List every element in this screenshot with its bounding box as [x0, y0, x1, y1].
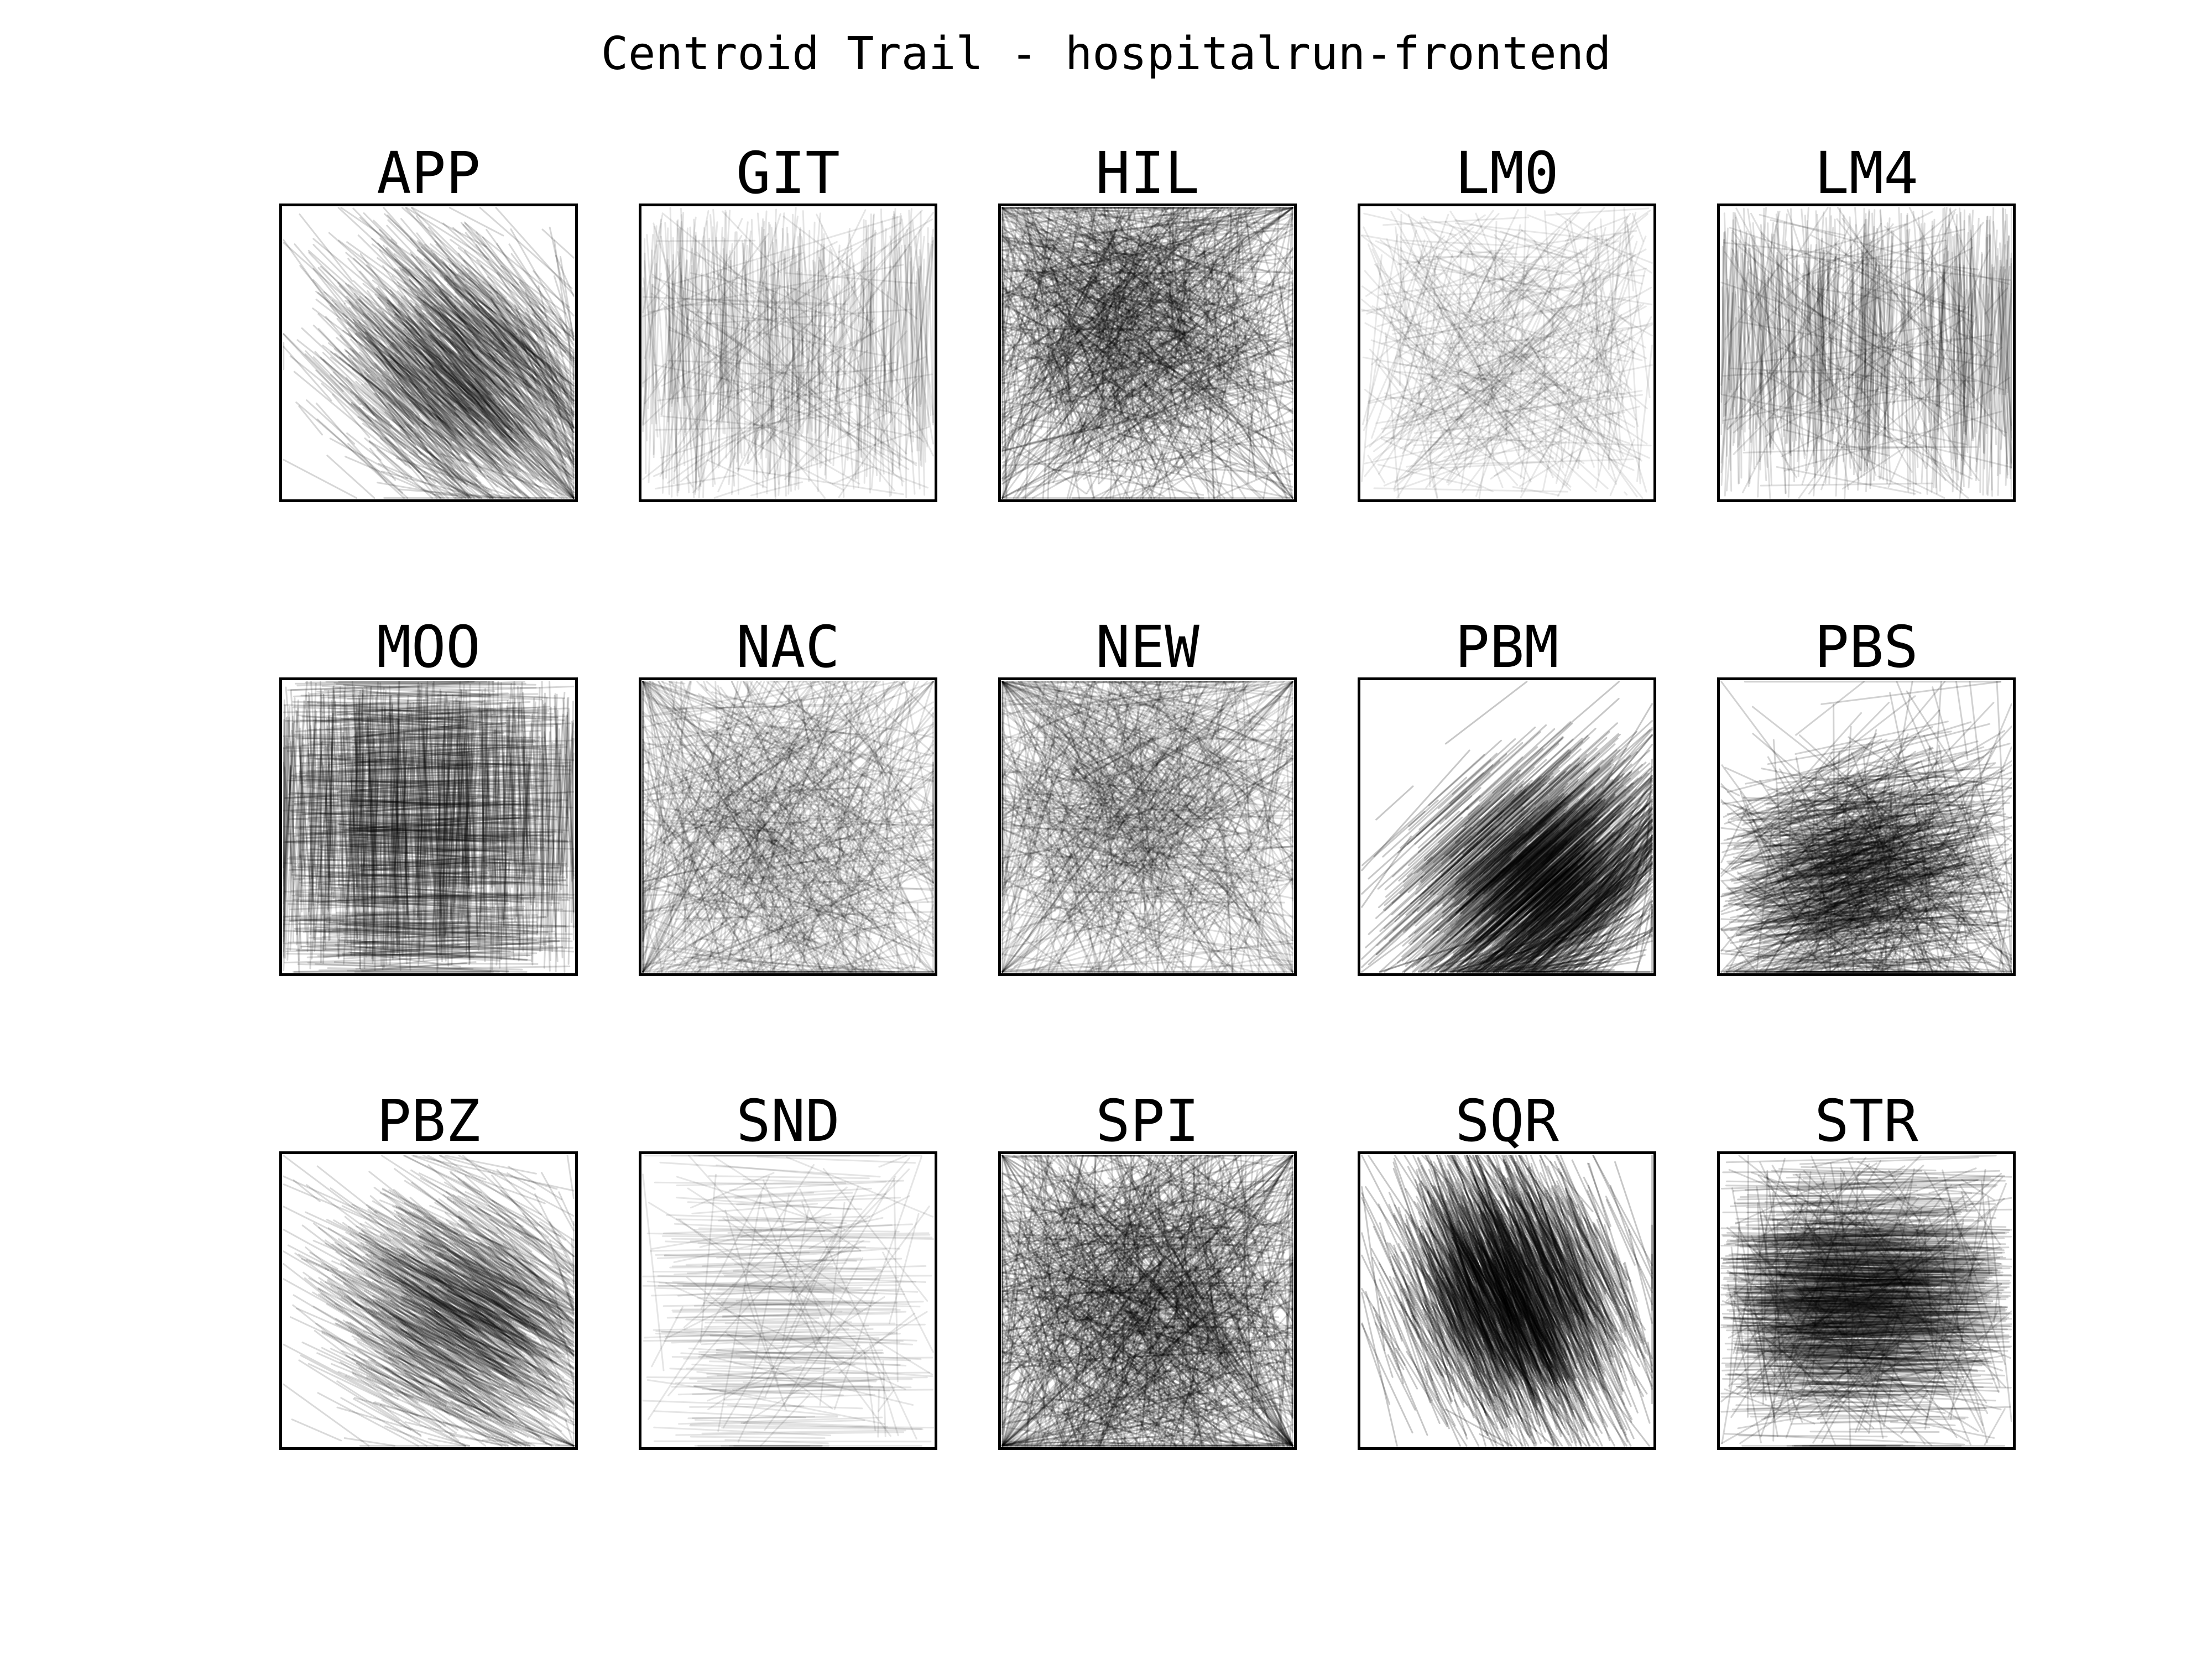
panel-axes [1358, 204, 1656, 502]
panel-hil: HIL [998, 143, 1297, 502]
panel-title: NEW [998, 617, 1297, 677]
panel-app: APP [279, 143, 578, 502]
centroid-trail-lines [643, 682, 933, 972]
trail-segment [1119, 316, 1183, 317]
trail-segment [726, 212, 727, 383]
centroid-trail-lines [643, 208, 933, 498]
trail-segment [482, 692, 483, 861]
panel-lm4: LM4 [1717, 143, 2016, 502]
panel-title: HIL [998, 143, 1297, 204]
trail-segment [1414, 444, 1448, 445]
panel-axes [639, 204, 937, 502]
panel-new: NEW [998, 617, 1297, 976]
trail-segment [518, 703, 519, 862]
trail-segment [722, 285, 723, 433]
centroid-trail-lines [1003, 682, 1293, 972]
panel-moo: MOO [279, 617, 578, 976]
panel-nac: NAC [639, 617, 937, 976]
panel-title: LM0 [1358, 143, 1656, 204]
centroid-trail-lines [284, 682, 574, 972]
panel-title: MOO [279, 617, 578, 677]
panel-lm0: LM0 [1358, 143, 1656, 502]
panel-title: GIT [639, 143, 937, 204]
panel-axes [998, 677, 1297, 976]
chart-title: Centroid Trail - hospitalrun-frontend [0, 27, 2212, 82]
trail-segment [479, 683, 480, 921]
trail-segment [910, 258, 911, 389]
panel-title: NAC [639, 617, 937, 677]
panel-title: APP [279, 143, 578, 204]
trail-segment [2005, 210, 2006, 388]
panel-title: LM4 [1717, 143, 2016, 204]
panel-axes [279, 677, 578, 976]
panel-axes [279, 204, 578, 502]
panel-axes [998, 204, 1297, 502]
panel-git: GIT [639, 143, 937, 502]
panel-axes [1717, 204, 2016, 502]
panel-axes [639, 677, 937, 976]
trail-segment [932, 242, 933, 425]
